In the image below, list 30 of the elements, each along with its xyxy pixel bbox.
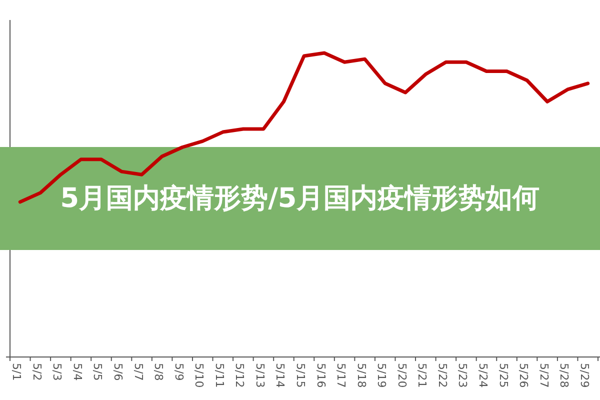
x-tick-label: 5/5 bbox=[91, 363, 104, 381]
x-tick-label: 5/9 bbox=[172, 363, 186, 381]
x-tick-label: 5/15 bbox=[294, 363, 307, 388]
x-tick-label: 5/25 bbox=[496, 363, 510, 388]
x-tick-label: 5/2 bbox=[30, 363, 44, 381]
x-tick-label: 5/3 bbox=[50, 363, 64, 381]
x-tick-label: 5/10 bbox=[192, 363, 206, 388]
x-tick-label: 5/26 bbox=[517, 363, 530, 388]
x-tick-label: 5/23 bbox=[456, 363, 470, 388]
x-tick-label: 5/20 bbox=[395, 363, 408, 388]
x-tick-label: 5/27 bbox=[537, 363, 550, 388]
x-tick-label: 5/18 bbox=[354, 363, 368, 388]
x-tick-label: 5/13 bbox=[253, 363, 266, 388]
x-tick-label: 5/12 bbox=[233, 363, 246, 388]
x-tick-label: 5/14 bbox=[274, 363, 287, 388]
text: 5月国内疫情形势/5月国内疫情形势如何 bbox=[59, 182, 541, 216]
x-tick-label: 5/4 bbox=[70, 363, 84, 381]
x-tick-label: 5/19 bbox=[375, 363, 388, 388]
x-tick-label: 5/7 bbox=[132, 363, 145, 381]
x-tick-label: 5/28 bbox=[558, 363, 571, 388]
x-tick-label: 5/22 bbox=[436, 363, 449, 388]
x-tick-label: 5/11 bbox=[212, 363, 226, 388]
x-tick-label: 5/24 bbox=[476, 363, 490, 388]
x-tick-label: 5/29 bbox=[578, 363, 591, 388]
x-tick-label: 5/21 bbox=[416, 363, 429, 388]
x-tick-label: 5/16 bbox=[314, 363, 328, 388]
x-tick-label: 5/6 bbox=[112, 363, 125, 381]
x-tick-label: 5/1 bbox=[10, 363, 24, 381]
x-tick-label: 5/8 bbox=[152, 363, 166, 381]
x-tick-label: 5/17 bbox=[334, 363, 348, 388]
